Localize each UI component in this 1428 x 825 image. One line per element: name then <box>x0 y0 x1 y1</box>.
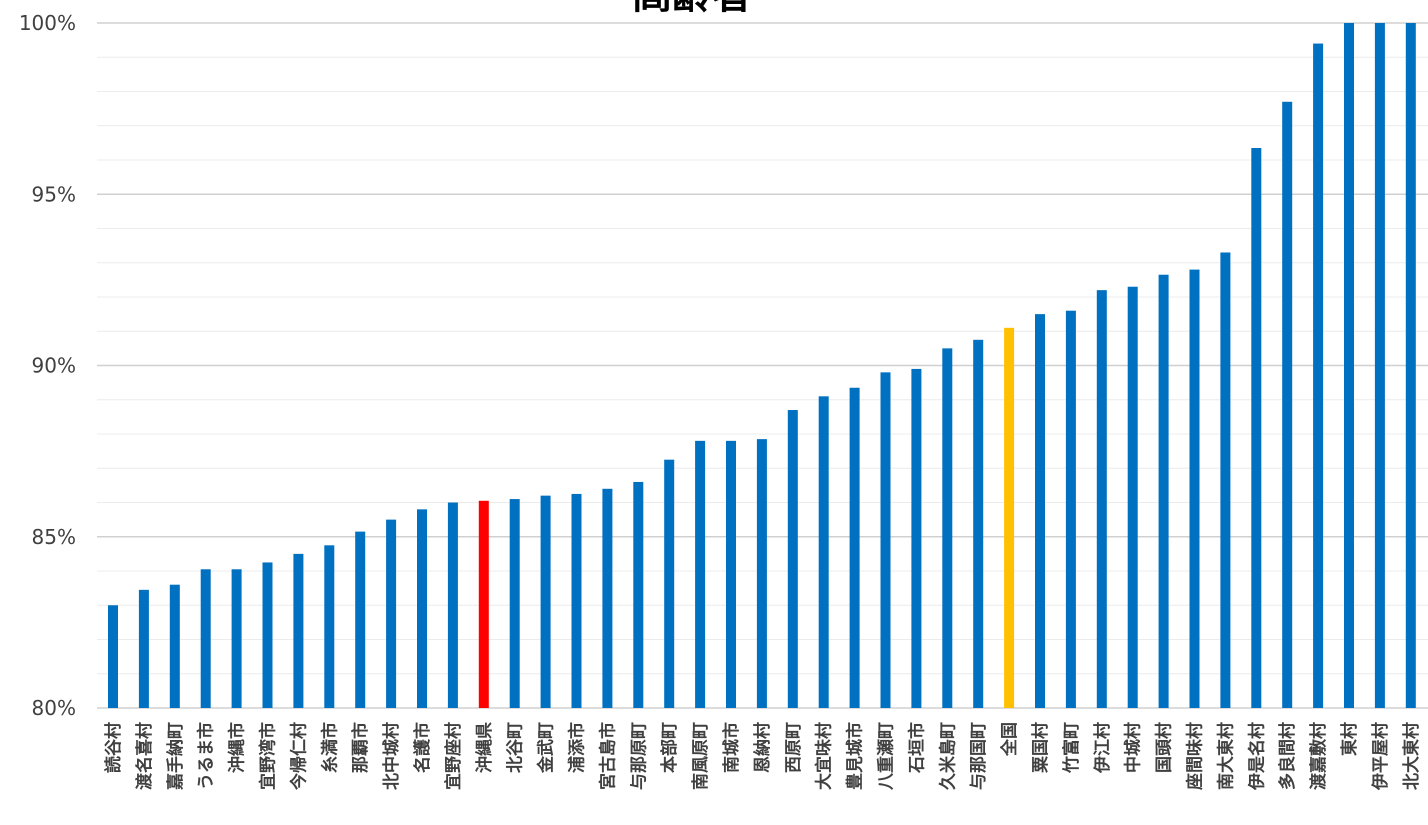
bar <box>942 348 953 708</box>
bar <box>911 368 922 708</box>
x-tick-label: 渡嘉敷村 <box>1308 722 1329 790</box>
x-tick-label: 南大東村 <box>1215 722 1236 790</box>
x-tick-label: 久米島町 <box>937 722 958 790</box>
bar <box>355 531 366 708</box>
x-tick-label: 北谷町 <box>506 722 526 773</box>
bar <box>1035 314 1045 708</box>
y-tick-label: 90% <box>32 354 76 378</box>
chart-title: 高齢者 <box>632 0 752 18</box>
bar <box>695 440 706 708</box>
x-tick-label: 伊平屋村 <box>1370 722 1391 791</box>
bar <box>1158 274 1169 708</box>
x-tick-label: 西原町 <box>784 722 804 773</box>
x-tick-label: 北中城村 <box>381 722 402 790</box>
bar <box>169 584 180 708</box>
x-tick-label: 伊是名村 <box>1246 722 1267 791</box>
bar <box>787 410 798 708</box>
x-tick-label: 南風原町 <box>690 722 711 790</box>
x-tick-label: 与那国町 <box>969 722 989 790</box>
bar <box>1065 310 1076 708</box>
x-tick-label: 伊江村 <box>1092 722 1113 774</box>
bar <box>973 339 984 708</box>
x-tick-label: 名護市 <box>412 722 433 773</box>
x-tick-label: 沖縄県 <box>474 722 495 773</box>
bar <box>1313 43 1324 709</box>
x-tick-label: 宜野湾市 <box>258 722 279 790</box>
bar <box>1374 23 1385 708</box>
bar <box>447 502 458 708</box>
x-tick-label: 石垣市 <box>906 722 927 774</box>
x-tick-label: 南城市 <box>721 722 742 773</box>
x-tick-label: 座間味村 <box>1185 722 1206 790</box>
x-tick-label: 沖縄市 <box>227 722 248 773</box>
bar <box>1282 101 1293 708</box>
x-tick-label: うるま市 <box>196 722 217 790</box>
x-tick-label: 八重瀬町 <box>876 722 897 790</box>
bar <box>138 589 149 708</box>
x-tick-label: 粟国村 <box>1030 722 1051 773</box>
y-tick-label: 80% <box>32 696 76 720</box>
bar <box>1220 252 1231 708</box>
bar <box>478 500 489 708</box>
bar <box>1405 23 1416 708</box>
bar <box>664 459 675 708</box>
x-axis: 読谷村 渡名喜村 嘉手納町 うるま市 沖縄市 宜野湾市 今帰仁村 糸満市 那覇市 北中城村 名護市宜… <box>103 722 1422 791</box>
x-tick-label: 嘉手納町 <box>165 722 186 791</box>
bar <box>262 562 273 708</box>
bar <box>386 519 397 708</box>
bar <box>1189 269 1200 708</box>
bar <box>540 495 551 708</box>
y-axis: 80% 85% 90% 95% 100% <box>19 11 76 720</box>
x-tick-label: 大宜味村 <box>814 722 835 790</box>
y-tick-label: 85% <box>32 525 76 549</box>
bar <box>633 481 644 708</box>
x-tick-label: 全国 <box>999 722 1020 757</box>
bar <box>1127 286 1138 708</box>
x-tick-label: 与那原町 <box>629 722 649 790</box>
x-tick-label: 本部町 <box>659 722 680 773</box>
x-tick-label: 渡名喜村 <box>134 722 155 790</box>
bar <box>1251 148 1262 708</box>
x-tick-label: 中城村 <box>1123 722 1144 773</box>
bar <box>1004 327 1015 708</box>
bar <box>231 569 242 708</box>
bar <box>200 569 211 708</box>
bar <box>756 439 767 708</box>
bar <box>108 605 118 708</box>
bar <box>571 493 582 708</box>
bar <box>509 499 520 708</box>
bar <box>417 509 427 708</box>
x-tick-label: 金武町 <box>536 722 557 774</box>
bar <box>602 488 613 708</box>
x-tick-label: 那覇市 <box>350 722 371 773</box>
bar <box>324 545 335 708</box>
y-tick-label: 100% <box>19 11 76 35</box>
x-tick-label: 宮古島市 <box>597 722 618 790</box>
bars <box>108 23 1416 709</box>
x-tick-label: 多良間村 <box>1277 722 1298 790</box>
bar <box>880 372 891 708</box>
bar <box>849 387 860 708</box>
x-tick-label: 読谷村 <box>103 722 124 773</box>
bar <box>726 440 736 708</box>
x-tick-label: 糸満市 <box>319 722 340 773</box>
bar <box>293 553 304 708</box>
x-tick-label: 宜野座村 <box>443 722 464 790</box>
bar <box>1096 290 1107 708</box>
x-tick-label: 北大東村 <box>1401 722 1422 790</box>
bar <box>1344 23 1354 708</box>
bar <box>818 396 829 708</box>
x-tick-label: 今帰仁村 <box>288 722 309 790</box>
x-tick-label: 国頭村 <box>1154 722 1175 773</box>
x-tick-label: 恩納村 <box>752 722 773 773</box>
y-tick-label: 95% <box>32 182 76 206</box>
x-tick-label: 東村 <box>1339 722 1360 756</box>
x-tick-label: 浦添市 <box>567 722 588 773</box>
x-tick-label: 豊見城市 <box>845 722 866 790</box>
x-tick-label: 竹富町 <box>1061 722 1082 774</box>
